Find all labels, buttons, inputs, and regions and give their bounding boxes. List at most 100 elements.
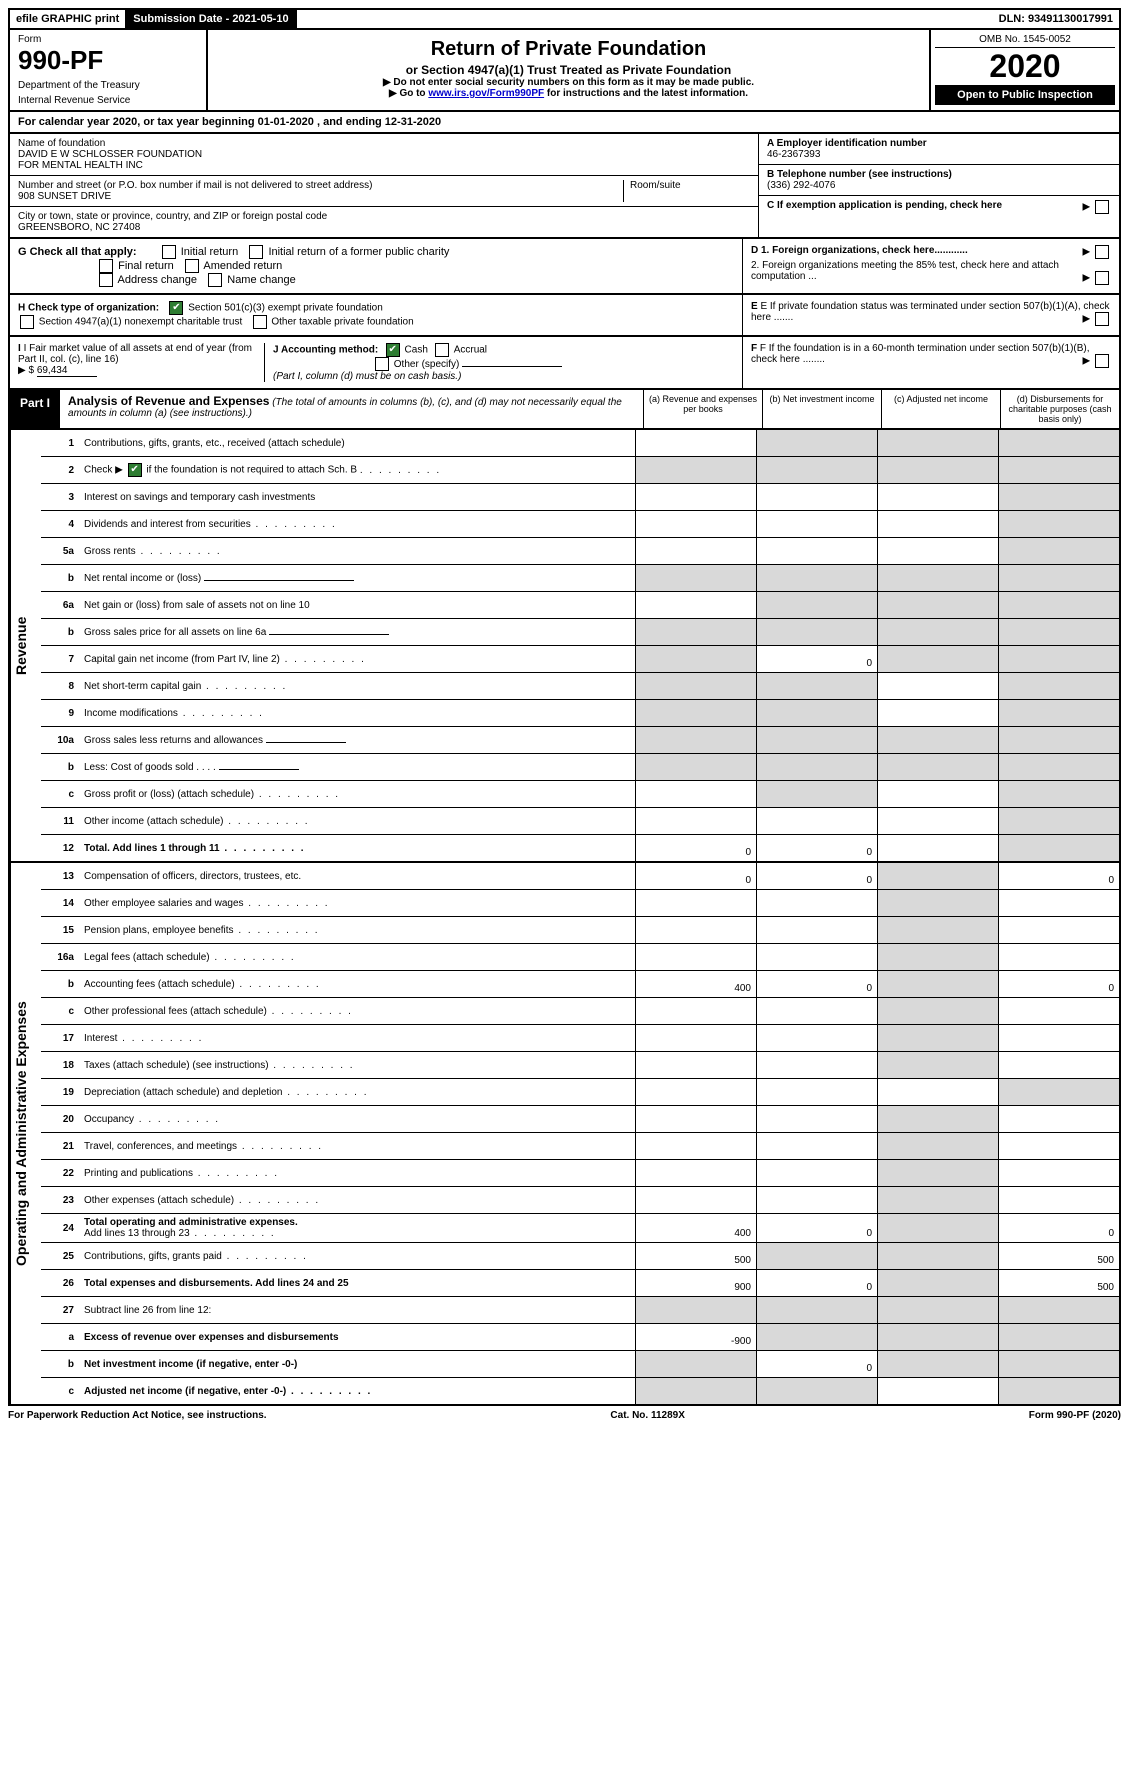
opt-final: Final return: [118, 260, 174, 272]
checkbox-initial-former[interactable]: [249, 245, 263, 259]
checkbox-other-method[interactable]: [375, 357, 389, 371]
header-right: OMB No. 1545-0052 2020 Open to Public In…: [929, 30, 1119, 110]
j-note: (Part I, column (d) must be on cash basi…: [273, 371, 461, 382]
foundation-name-1: DAVID E W SCHLOSSER FOUNDATION: [18, 149, 750, 160]
j-other: Other (specify): [394, 359, 460, 370]
section-c-row: C If exemption application is pending, c…: [759, 196, 1119, 215]
checkbox-d2[interactable]: [1095, 271, 1109, 285]
checkbox-e[interactable]: [1095, 312, 1109, 326]
section-h-e: H Check type of organization: Section 50…: [8, 295, 1121, 337]
line-16c: Other professional fees (attach schedule…: [79, 998, 636, 1025]
opt-address: Address change: [118, 274, 198, 286]
line-4: Dividends and interest from securities: [79, 511, 636, 538]
section-d: D 1. Foreign organizations, check here..…: [742, 239, 1119, 293]
form-subtitle: or Section 4947(a)(1) Trust Treated as P…: [220, 63, 917, 77]
ein-value: 46-2367393: [767, 149, 1111, 160]
line-3: Interest on savings and temporary cash i…: [79, 484, 636, 511]
checkbox-address[interactable]: [99, 273, 113, 287]
tax-year: 2020: [935, 48, 1115, 85]
checkbox-d1[interactable]: [1095, 245, 1109, 259]
section-h: H Check type of organization: Section 50…: [10, 295, 742, 335]
section-g: G Check all that apply: Initial return I…: [10, 239, 742, 293]
warn2-post: for instructions and the latest informat…: [544, 88, 748, 99]
part-1-desc: Analysis of Revenue and Expenses (The to…: [60, 390, 643, 428]
line-5b: Net rental income or (loss): [79, 565, 636, 592]
part-1-title: Analysis of Revenue and Expenses: [68, 394, 269, 408]
checkbox-sch-b[interactable]: [128, 463, 142, 477]
city-value: GREENSBORO, NC 27408: [18, 222, 750, 233]
line-8: Net short-term capital gain: [79, 673, 636, 700]
addr-value: 908 SUNSET DRIVE: [18, 191, 623, 202]
line-18: Taxes (attach schedule) (see instruction…: [79, 1052, 636, 1079]
section-g-d: G Check all that apply: Initial return I…: [8, 239, 1121, 295]
d1-label: D 1. Foreign organizations, check here..…: [751, 245, 968, 256]
section-j: J Accounting method: Cash Accrual Other …: [265, 343, 734, 382]
line-25: Contributions, gifts, grants paid: [79, 1243, 636, 1270]
line-21: Travel, conferences, and meetings: [79, 1133, 636, 1160]
dln: DLN: 93491130017991: [993, 10, 1119, 28]
checkbox-initial-return[interactable]: [162, 245, 176, 259]
line-5a: Gross rents: [79, 538, 636, 565]
col-c-head: (c) Adjusted net income: [881, 390, 1000, 428]
checkbox-c[interactable]: [1095, 200, 1109, 214]
part-1-label: Part I: [10, 390, 60, 428]
room-label: Room/suite: [630, 180, 750, 191]
irs-link[interactable]: www.irs.gov/Form990PF: [428, 88, 544, 99]
section-e: E E If private foundation status was ter…: [742, 295, 1119, 335]
entity-info: Name of foundation DAVID E W SCHLOSSER F…: [8, 134, 1121, 239]
i-value: 69,434: [37, 365, 97, 377]
h-opt3: Other taxable private foundation: [271, 317, 413, 328]
open-public: Open to Public Inspection: [935, 85, 1115, 105]
i-arrow: ▶ $: [18, 365, 34, 376]
foundation-name-2: FOR MENTAL HEALTH INC: [18, 160, 750, 171]
checkbox-f[interactable]: [1095, 354, 1109, 368]
line-20: Occupancy: [79, 1106, 636, 1133]
checkbox-4947[interactable]: [20, 315, 34, 329]
section-i-j-f: I I Fair market value of all assets at e…: [8, 337, 1121, 390]
opt-amended: Amended return: [203, 260, 282, 272]
ein-row: A Employer identification number 46-2367…: [759, 134, 1119, 165]
expenses-table: 13Compensation of officers, directors, t…: [41, 863, 1119, 1404]
line-10c: Gross profit or (loss) (attach schedule): [79, 781, 636, 808]
line-23: Other expenses (attach schedule): [79, 1187, 636, 1214]
footer-left: For Paperwork Reduction Act Notice, see …: [8, 1410, 267, 1421]
checkbox-accrual[interactable]: [435, 343, 449, 357]
line-27b: Net investment income (if negative, ente…: [79, 1351, 636, 1378]
h-label: H Check type of organization:: [18, 303, 159, 314]
header-center: Return of Private Foundation or Section …: [208, 30, 929, 110]
h-opt1: Section 501(c)(3) exempt private foundat…: [188, 303, 383, 314]
line-11: Other income (attach schedule): [79, 808, 636, 835]
line-26: Total expenses and disbursements. Add li…: [79, 1270, 636, 1297]
header-left: Form 990-PF Department of the Treasury I…: [10, 30, 208, 110]
line-2: Check ▶ if the foundation is not require…: [79, 457, 636, 484]
d2-label: 2. Foreign organizations meeting the 85%…: [751, 260, 1059, 282]
city-row: City or town, state or province, country…: [10, 207, 758, 237]
j-accrual: Accrual: [454, 345, 487, 356]
checkbox-amended[interactable]: [185, 259, 199, 273]
line-6b: Gross sales price for all assets on line…: [79, 619, 636, 646]
f-label: F If the foundation is in a 60-month ter…: [751, 343, 1090, 365]
e-label: E If private foundation status was termi…: [751, 301, 1110, 323]
form-title: Return of Private Foundation: [220, 38, 917, 61]
checkbox-501c3[interactable]: [169, 301, 183, 315]
footer-right: Form 990-PF (2020): [1029, 1410, 1121, 1421]
checkbox-name[interactable]: [208, 273, 222, 287]
checkbox-cash[interactable]: [386, 343, 400, 357]
line-16a: Legal fees (attach schedule): [79, 944, 636, 971]
phone-row: B Telephone number (see instructions) (3…: [759, 165, 1119, 196]
form-header: Form 990-PF Department of the Treasury I…: [8, 30, 1121, 112]
checkbox-other-taxable[interactable]: [253, 315, 267, 329]
footer-center: Cat. No. 11289X: [610, 1410, 684, 1421]
j-cash: Cash: [405, 345, 428, 356]
line-6a: Net gain or (loss) from sale of assets n…: [79, 592, 636, 619]
line-12: Total. Add lines 1 through 11: [79, 835, 636, 862]
opt-former: Initial return of a former public charit…: [268, 246, 449, 258]
i-label: I Fair market value of all assets at end…: [18, 343, 252, 365]
opt-name: Name change: [227, 274, 296, 286]
line-22: Printing and publications: [79, 1160, 636, 1187]
line-10a: Gross sales less returns and allowances: [79, 727, 636, 754]
efile-label: efile GRAPHIC print: [10, 10, 127, 28]
calendar-year-row: For calendar year 2020, or tax year begi…: [8, 112, 1121, 134]
section-i: I I Fair market value of all assets at e…: [18, 343, 265, 382]
checkbox-final[interactable]: [99, 259, 113, 273]
